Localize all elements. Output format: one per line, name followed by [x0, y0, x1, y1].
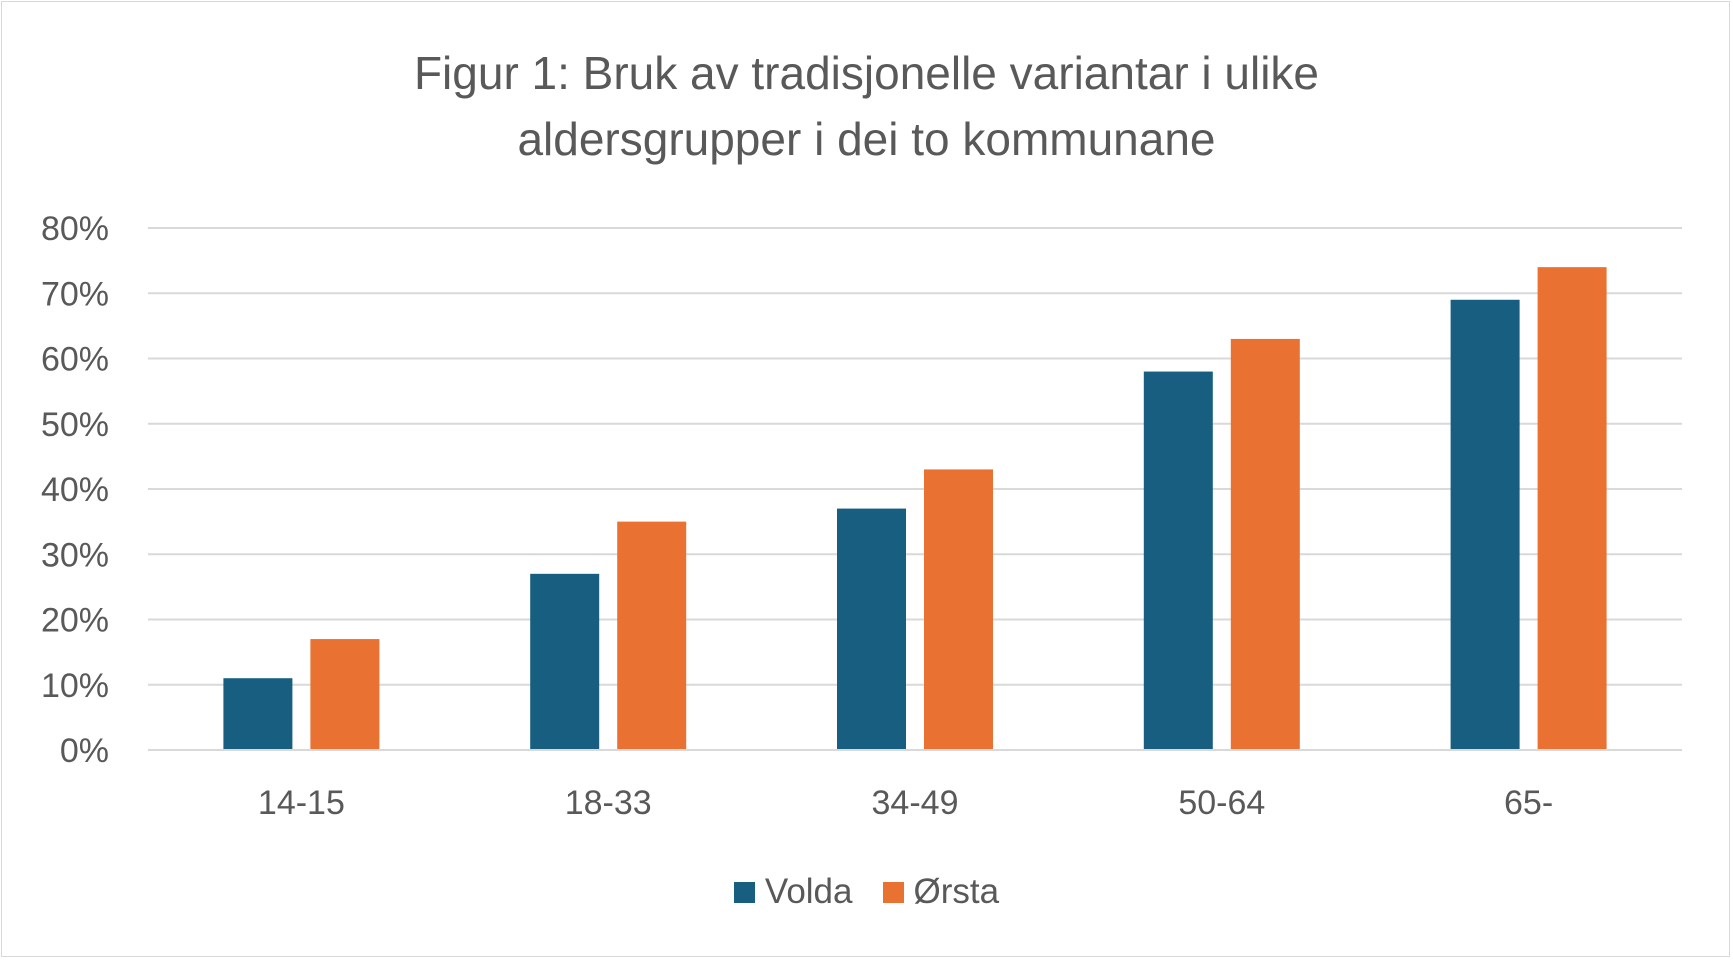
x-tick-label: 18-33	[565, 784, 652, 822]
x-tick-label: 34-49	[872, 784, 959, 822]
bar-rsta-14-15	[310, 639, 380, 750]
legend-item-volda: Volda	[733, 872, 853, 912]
legend-label-orsta: Ørsta	[913, 872, 1000, 911]
y-tick-label: 0%	[60, 732, 109, 770]
bar-rsta-50-64	[1230, 338, 1300, 750]
x-tick-label: 14-15	[258, 784, 345, 822]
y-tick-label: 70%	[41, 275, 109, 313]
y-tick-label: 50%	[41, 406, 109, 444]
bar-rsta-34-49	[924, 469, 993, 750]
y-tick-label: 60%	[41, 341, 109, 379]
chart-title-line-1: Figur 1: Bruk av tradisjonelle variantar…	[413, 47, 1320, 99]
chart-title-line-2: aldersgrupper i dei to kommunane	[517, 113, 1216, 165]
y-tick-label: 20%	[41, 602, 109, 640]
y-tick-label: 30%	[41, 536, 109, 574]
legend-label-volda: Volda	[764, 872, 853, 911]
x-tick-label: 65-	[1504, 784, 1553, 822]
legend-item-orsta: Ørsta	[882, 872, 1000, 912]
bar-volda-14-15	[223, 678, 293, 750]
bar-volda-50-64	[1143, 371, 1213, 750]
bar-volda-34-49	[837, 508, 906, 750]
legend: Volda Ørsta	[2, 872, 1731, 912]
legend-swatch-volda	[733, 881, 755, 903]
bar-volda-65-	[1450, 299, 1520, 750]
y-tick-label: 80%	[41, 210, 109, 248]
bar-rsta-65-	[1537, 267, 1607, 750]
chart-title: Figur 1: Bruk av tradisjonelle variantar…	[2, 40, 1731, 172]
y-tick-label: 10%	[41, 667, 109, 705]
bar-rsta-18-33	[617, 521, 687, 750]
y-tick-label: 40%	[41, 471, 109, 509]
bar-volda-18-33	[530, 573, 600, 750]
legend-swatch-orsta	[882, 881, 904, 903]
x-tick-label: 50-64	[1178, 784, 1265, 822]
